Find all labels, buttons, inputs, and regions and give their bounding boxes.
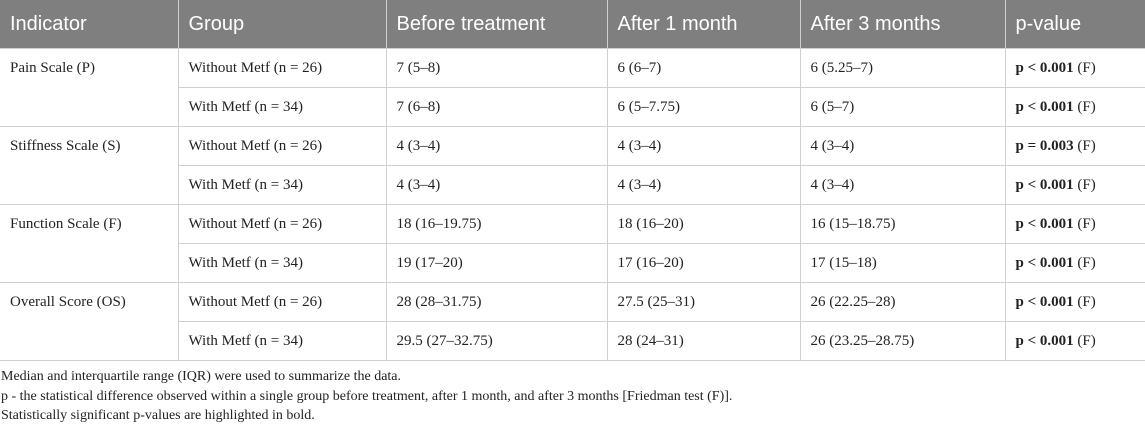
indicator-cell: Stiffness Scale (S) [0,126,179,205]
header-cell: After 1 month [607,0,801,49]
table-row: With Metf (n = 34) 4 (3–4) 4 (3–4) 4 (3–4) p… [0,165,1145,205]
test-label: (F) [1077,98,1096,115]
group-cell: Without Metf (n = 26) [177,204,387,244]
p-value-cell: p = 0.003 (F) [1004,126,1145,166]
group-cell: Without Metf (n = 26) [177,48,387,88]
month3-cell: 17 (15–18) [799,243,1006,283]
table-row: Overall Score (OS) Without Metf (n = 26) 2… [0,282,1145,361]
month3-cell: 6 (5.25–7) [799,48,1006,88]
p-value: p < 0.001 [1015,59,1074,76]
p-value: p < 0.001 [1015,215,1074,232]
test-label: (F) [1077,254,1096,271]
header-cell: Indicator [0,0,179,49]
month1-cell: 4 (3–4) [606,126,801,166]
p-value-cell: p < 0.001 (F) [1004,165,1145,205]
p-value-cell: p < 0.001 (F) [1004,87,1145,127]
test-label: (F) [1077,332,1096,349]
test-label: (F) [1077,59,1096,76]
p-value: p < 0.001 [1015,332,1074,349]
p-value-cell: p < 0.001 (F) [1004,321,1145,361]
month1-cell: 28 (24–31) [606,321,801,361]
test-label: (F) [1077,137,1096,154]
month1-cell: 6 (5–7.75) [606,87,801,127]
month3-cell: 4 (3–4) [799,126,1006,166]
p-value-cell: p < 0.001 (F) [1004,204,1145,244]
before-cell: 18 (16–19.75) [385,204,608,244]
test-label: (F) [1077,293,1096,310]
month1-cell: 4 (3–4) [606,165,801,205]
group-cell: With Metf (n = 34) [178,243,387,283]
before-cell: 7 (5–8) [385,48,608,88]
p-value-cell: p < 0.001 (F) [1004,48,1145,88]
before-cell: 29.5 (27–32.75) [385,321,608,361]
header-cell: Before treatment [386,0,608,49]
footnotes: Median and interquartile range (IQR) wer… [0,367,1145,426]
test-label: (F) [1077,215,1096,232]
p-value-cell: p < 0.001 (F) [1004,282,1145,322]
table-row: Function Scale (F) Without Metf (n = 26) 1… [0,204,1145,283]
before-cell: 28 (28–31.75) [385,282,608,322]
header-cell: After 3 months [800,0,1006,49]
p-value: p < 0.001 [1015,293,1074,310]
header-row: Indicator Group Before treatment After 1 mo… [0,0,1145,49]
group-cell: Without Metf (n = 26) [177,282,387,322]
header-cell: p-value [1005,0,1145,49]
p-value: p < 0.001 [1015,98,1074,115]
group-cell: With Metf (n = 34) [178,87,387,127]
p-value: p < 0.001 [1015,176,1074,193]
test-label: (F) [1077,176,1096,193]
table-row: With Metf (n = 34) 29.5 (27–32.75) 28 (24–… [0,321,1145,361]
indicator-cell: Overall Score (OS) [0,282,179,361]
indicator-cell: Pain Scale (P) [0,48,179,127]
footnote: Median and interquartile range (IQR) wer… [1,369,402,384]
month1-cell: 17 (16–20) [606,243,801,283]
month1-cell: 18 (16–20) [606,204,801,244]
before-cell: 19 (17–20) [385,243,608,283]
table-row: Stiffness Scale (S) Without Metf (n = 26)… [0,126,1145,205]
month3-cell: 6 (5–7) [799,87,1006,127]
header-cell: Group [178,0,387,49]
month3-cell: 26 (22.25–28) [799,282,1006,322]
p-value-cell: p < 0.001 (F) [1004,243,1145,283]
p-value: p = 0.003 [1015,137,1074,154]
footnote: Statistically significant p-values are h… [1,408,315,423]
before-cell: 7 (6–8) [385,87,608,127]
p-value: p < 0.001 [1015,254,1074,271]
group-cell: With Metf (n = 34) [178,165,387,205]
footnote: p - the statistical difference observed … [1,388,733,404]
before-cell: 4 (3–4) [385,126,608,166]
month3-cell: 4 (3–4) [799,165,1006,205]
month3-cell: 26 (23.25–28.75) [799,321,1006,361]
before-cell: 4 (3–4) [385,165,608,205]
month3-cell: 16 (15–18.75) [799,204,1006,244]
month1-cell: 6 (6–7) [606,48,801,88]
group-cell: With Metf (n = 34) [178,321,387,361]
data-table: Indicator Group Before treatment After 1 mo… [0,0,1145,361]
table-row: Pain Scale (P) Without Metf (n = 26) 7 (5–… [0,48,1145,127]
indicator-cell: Function Scale (F) [0,204,179,283]
group-cell: Without Metf (n = 26) [177,126,387,166]
month1-cell: 27.5 (25–31) [606,282,801,322]
